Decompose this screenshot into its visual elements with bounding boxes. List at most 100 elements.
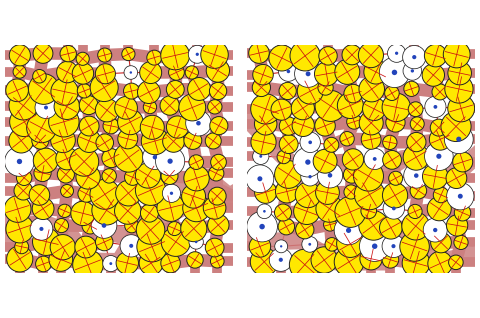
Circle shape [30,218,53,240]
Circle shape [211,154,227,170]
Circle shape [183,194,210,222]
Circle shape [163,130,184,152]
Circle shape [161,41,190,70]
Circle shape [318,80,333,95]
Circle shape [382,252,399,268]
Circle shape [269,45,295,71]
Circle shape [313,149,337,173]
Circle shape [342,149,364,170]
Circle shape [427,197,451,221]
Circle shape [196,53,199,56]
Circle shape [32,198,54,219]
Circle shape [125,219,139,233]
Circle shape [403,62,422,80]
Circle shape [98,48,112,62]
Circle shape [412,55,416,59]
Circle shape [392,70,397,75]
Circle shape [404,163,429,188]
Circle shape [78,129,101,152]
Circle shape [102,223,106,228]
Circle shape [208,187,226,205]
Circle shape [387,44,406,62]
Circle shape [14,182,33,200]
Circle shape [57,61,78,83]
Circle shape [33,228,60,255]
Circle shape [251,94,281,124]
Circle shape [139,251,163,275]
Circle shape [436,154,442,159]
Circle shape [337,93,363,119]
Circle shape [362,97,386,121]
Circle shape [263,210,266,213]
Circle shape [291,97,314,120]
Circle shape [96,99,119,122]
Circle shape [160,96,180,115]
Circle shape [403,144,429,170]
Circle shape [259,224,265,229]
Circle shape [279,117,298,135]
Circle shape [279,82,296,100]
Circle shape [195,241,197,243]
Circle shape [76,52,89,66]
Circle shape [50,235,75,260]
Circle shape [35,97,57,119]
Circle shape [290,41,320,71]
Circle shape [72,63,94,84]
Circle shape [259,155,262,158]
Circle shape [448,61,471,85]
Circle shape [71,201,95,225]
Circle shape [380,216,402,239]
Circle shape [252,78,271,97]
Circle shape [354,161,384,191]
Circle shape [433,228,437,232]
Circle shape [383,183,408,208]
Circle shape [428,251,452,276]
Circle shape [124,66,138,79]
Circle shape [137,81,160,103]
Circle shape [314,62,338,86]
Circle shape [408,204,422,218]
Circle shape [414,173,419,178]
Circle shape [392,206,396,210]
Circle shape [54,218,69,233]
Circle shape [344,84,362,103]
Circle shape [334,247,364,277]
Circle shape [336,230,364,258]
Circle shape [137,232,168,262]
Circle shape [359,111,383,135]
Circle shape [346,228,351,233]
Circle shape [210,117,228,135]
Circle shape [96,233,113,251]
Circle shape [271,99,292,120]
Circle shape [422,64,444,86]
Circle shape [184,165,209,191]
Circle shape [60,45,76,62]
Circle shape [359,211,388,240]
Circle shape [168,65,184,80]
Circle shape [425,96,446,117]
Circle shape [269,248,292,271]
Circle shape [6,79,28,102]
Circle shape [383,150,401,169]
Circle shape [114,143,143,172]
Circle shape [319,47,337,65]
Circle shape [249,43,269,63]
Circle shape [373,157,377,161]
Circle shape [153,155,157,159]
Circle shape [205,238,224,257]
Circle shape [400,232,429,261]
Circle shape [32,132,49,149]
Circle shape [279,135,298,154]
Circle shape [141,204,158,222]
Circle shape [57,166,74,183]
Circle shape [4,196,31,222]
Circle shape [317,163,343,188]
Circle shape [118,109,143,135]
Circle shape [170,192,173,195]
Circle shape [179,94,206,121]
Circle shape [364,60,388,84]
Circle shape [444,125,473,154]
Circle shape [360,231,390,261]
Circle shape [140,62,162,84]
Circle shape [70,147,99,176]
